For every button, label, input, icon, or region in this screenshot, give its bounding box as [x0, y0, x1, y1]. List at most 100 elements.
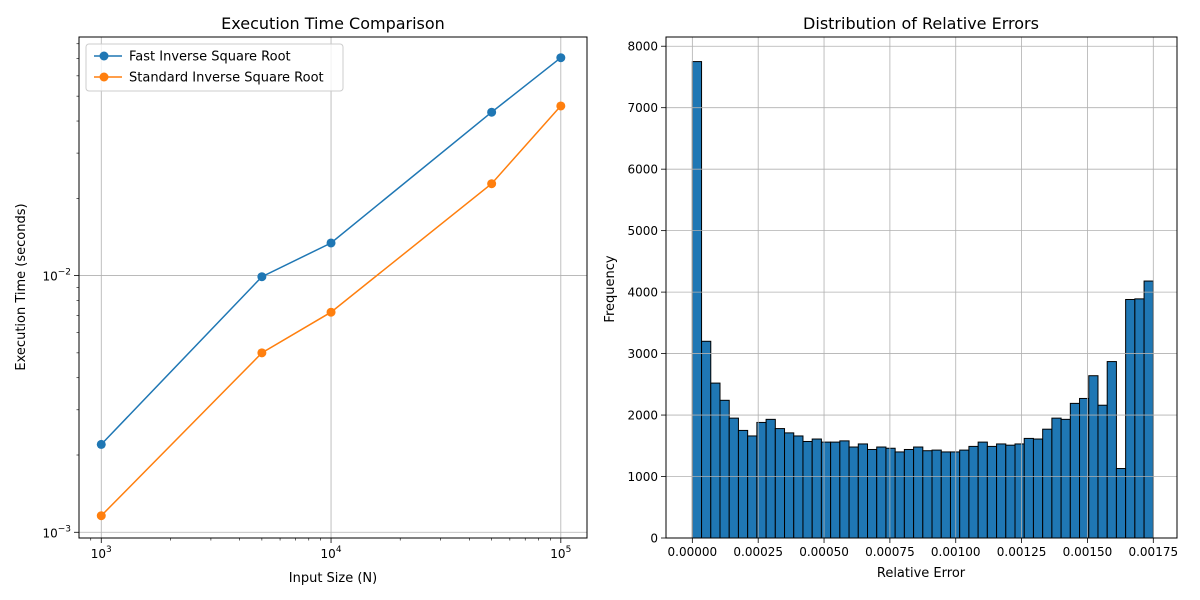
chart1-legend: Fast Inverse Square Root Standard Invers…: [85, 43, 344, 92]
legend-label-fast: Fast Inverse Square Root: [129, 50, 291, 65]
chart2-x-tick-label: 0.00125: [997, 545, 1047, 559]
histogram-bar: [830, 441, 841, 539]
histogram-bar: [949, 451, 961, 539]
series-point-0: [556, 53, 566, 63]
histogram-bar: [968, 445, 979, 539]
histogram-bar: [848, 446, 859, 539]
histogram-bar: [1143, 280, 1154, 539]
histogram-bar: [710, 382, 721, 539]
chart2-y-tick-label: 1000: [627, 470, 658, 484]
chart1-grid: [79, 37, 587, 538]
series-point-0: [326, 238, 336, 248]
chart2-y-tick-label: 6000: [627, 163, 658, 177]
histogram-bar: [820, 441, 832, 539]
histogram-bar: [931, 449, 942, 539]
histogram-bar: [857, 443, 869, 539]
histogram-bar: [691, 61, 703, 539]
chart2-title: Distribution of Relative Errors: [803, 14, 1039, 33]
histogram-bar: [986, 445, 998, 539]
chart2-y-tick-label: 5000: [627, 224, 658, 238]
chart1-x-tick-label: 104: [321, 545, 342, 561]
chart2-x-tick-label: 0.00100: [931, 545, 981, 559]
series-point-1: [96, 511, 106, 521]
series-point-1: [556, 101, 566, 111]
histogram-bar: [903, 448, 915, 539]
histogram-bar: [894, 451, 905, 539]
histogram-bar: [922, 450, 933, 539]
histogram-bar: [977, 441, 988, 539]
histogram-bar: [747, 435, 758, 539]
legend-label-standard: Standard Inverse Square Root: [129, 71, 324, 86]
series-point-0: [96, 439, 106, 449]
chart2-x-tick-label: 0.00000: [668, 545, 718, 559]
chart2-y-tick-label: 3000: [627, 347, 658, 361]
histogram-bar: [1097, 404, 1108, 539]
series-point-1: [257, 348, 267, 358]
histogram-bar: [959, 449, 970, 539]
histogram-bar: [793, 435, 804, 539]
chart2-x-tick-label: 0.00075: [865, 545, 915, 559]
chart1-ticks: 103 104 105 10−3 10−2: [42, 43, 571, 561]
series-point-0: [257, 272, 267, 282]
chart2-axes-frame: [665, 36, 1178, 539]
histogram-bar: [1125, 298, 1136, 539]
histogram-bar: [802, 440, 813, 539]
histogram-bar: [867, 448, 878, 539]
chart1-x-tick-label: 105: [550, 545, 571, 561]
histogram-bar: [765, 418, 776, 539]
histogram-bar: [913, 446, 924, 539]
chart2-y-axis-label: Frequency: [603, 255, 618, 322]
execution-time-chart: Execution Time Comparison 103 104 10510−31…: [14, 14, 588, 586]
histogram-bar: [1051, 417, 1062, 539]
chart2-y-tick-label: 8000: [627, 40, 658, 54]
histogram-bar: [774, 428, 786, 539]
chart2-ticks: 0 1000 2000 3000 4000 5000 6000 7000 8000 0.00000…: [627, 40, 1178, 559]
histogram-bar: [885, 447, 896, 539]
histogram-bar: [1069, 402, 1081, 539]
chart1-y-tick-label: 10−2: [42, 268, 71, 284]
histogram-bar: [1106, 361, 1117, 539]
histogram-bar: [1134, 298, 1145, 539]
histogram-bar: [737, 429, 749, 539]
histogram-bar: [1088, 375, 1099, 539]
histogram-bar: [811, 438, 822, 539]
histogram-bar: [839, 440, 850, 539]
histogram-bar: [1005, 444, 1016, 539]
histogram-bar: [1032, 438, 1044, 539]
chart2-x-tick-label: 0.00025: [733, 545, 783, 559]
series-point-0: [487, 107, 497, 117]
relative-error-histogram: Distribution of Relative Errors 0 1000 200…: [603, 14, 1178, 581]
chart2-y-tick-label: 4000: [627, 286, 658, 300]
chart2-y-tick-label: 0: [650, 532, 658, 546]
legend-marker-standard: [99, 72, 109, 82]
chart1-y-axis-label: Execution Time (seconds): [14, 203, 29, 370]
histogram-bar: [996, 443, 1007, 539]
histogram-bar: [1042, 428, 1053, 539]
chart2-y-tick-label: 2000: [627, 409, 658, 423]
chart1-x-tick-label: 103: [91, 545, 112, 561]
series-point-1: [326, 307, 336, 317]
histogram-bar: [1060, 418, 1071, 539]
series-point-1: [487, 179, 497, 189]
histogram-bar: [784, 432, 795, 539]
chart2-x-tick-label: 0.00050: [799, 545, 849, 559]
chart2-x-axis-label: Relative Error: [877, 566, 966, 581]
histogram-bar: [940, 451, 951, 539]
chart2-y-tick-label: 7000: [627, 101, 658, 115]
histogram-bar: [1115, 468, 1127, 539]
chart2-x-tick-label: 0.00150: [1063, 545, 1113, 559]
histogram-bar: [1023, 437, 1034, 539]
chart1-title: Execution Time Comparison: [221, 14, 445, 33]
chart1-y-tick-label: 10−3: [42, 524, 71, 540]
histogram-bar: [876, 446, 887, 539]
legend-frame: [85, 43, 344, 92]
chart1-series: [96, 53, 566, 521]
histogram-bar: [728, 417, 739, 539]
histogram-bar: [701, 340, 712, 539]
histogram-bar: [719, 399, 730, 539]
histogram-bar: [1014, 443, 1025, 539]
chart1-x-axis-label: Input Size (N): [289, 571, 377, 586]
chart2-x-tick-label: 0.00175: [1128, 545, 1178, 559]
legend-marker-fast: [99, 51, 109, 61]
